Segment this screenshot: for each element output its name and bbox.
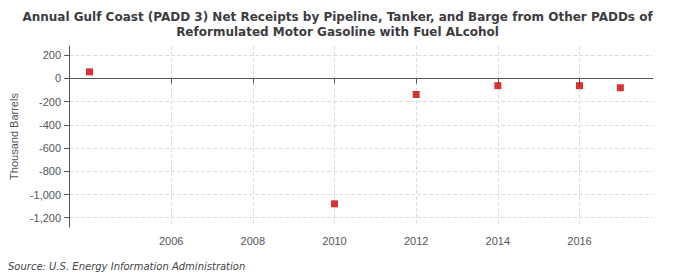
svg-text:Source: U.S. Energy Informatio: Source: U.S. Energy Information Administ… bbox=[8, 261, 245, 272]
svg-text:-400: -400 bbox=[39, 119, 61, 131]
svg-text:-1,200: -1,200 bbox=[30, 212, 61, 224]
svg-text:Reformulated Motor Gasoline wi: Reformulated Motor Gasoline with Fuel AL… bbox=[176, 25, 499, 39]
svg-text:200: 200 bbox=[43, 49, 61, 61]
svg-text:-1,000: -1,000 bbox=[30, 189, 61, 201]
svg-text:Thousand Barrels: Thousand Barrels bbox=[8, 93, 20, 180]
svg-text:-200: -200 bbox=[39, 96, 61, 108]
svg-text:2010: 2010 bbox=[322, 235, 346, 247]
svg-text:-800: -800 bbox=[39, 165, 61, 177]
svg-text:2006: 2006 bbox=[159, 235, 183, 247]
svg-text:Annual Gulf Coast (PADD 3) Net: Annual Gulf Coast (PADD 3) Net Receipts … bbox=[22, 10, 653, 24]
svg-text:2014: 2014 bbox=[486, 235, 510, 247]
svg-text:0: 0 bbox=[55, 72, 61, 84]
svg-text:2012: 2012 bbox=[404, 235, 428, 247]
svg-text:2008: 2008 bbox=[241, 235, 265, 247]
svg-text:2016: 2016 bbox=[567, 235, 591, 247]
svg-text:-600: -600 bbox=[39, 142, 61, 154]
